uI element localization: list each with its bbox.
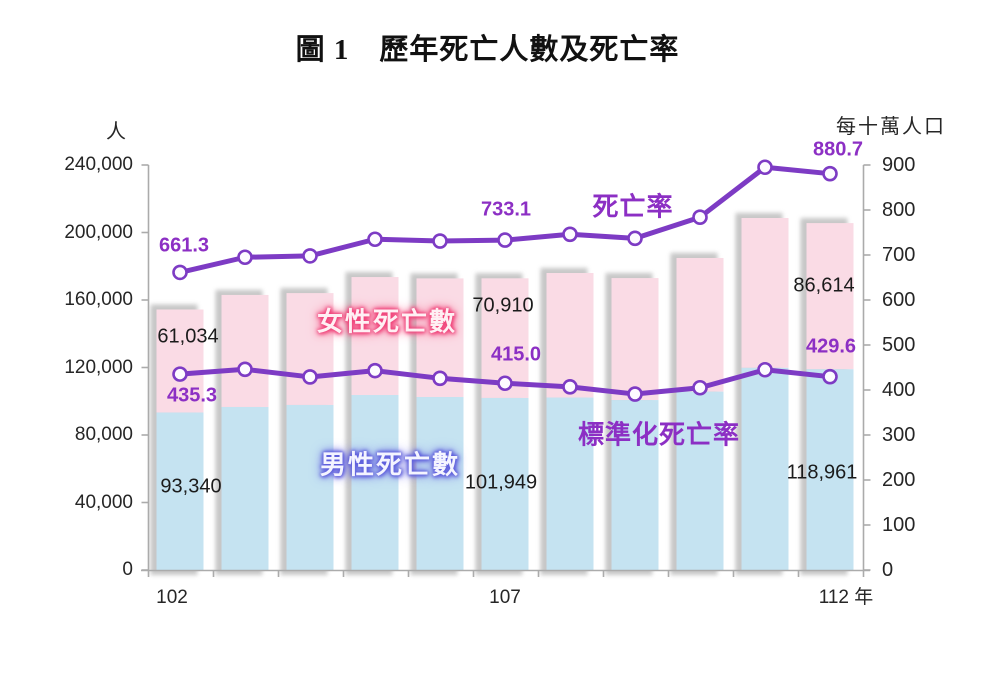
data-label-count: 70,910 — [472, 294, 534, 317]
right-axis-tick-label: 500 — [882, 334, 916, 356]
left-axis-tick-label: 200,000 — [64, 221, 133, 243]
standardized-death-rate-line-marker — [822, 368, 838, 385]
crude-death-rate-line-marker — [562, 226, 578, 243]
right-axis-tick-label: 600 — [882, 289, 916, 311]
left-axis-tick-label: 160,000 — [64, 289, 133, 310]
left-axis-tick-label: 240,000 — [64, 154, 133, 175]
bar-female-deaths — [156, 309, 204, 413]
right-axis-tick-label: 800 — [882, 199, 916, 221]
standardized-death-rate-line-marker — [367, 362, 383, 379]
bar-female-deaths — [221, 294, 269, 407]
right-axis-unit-label: 每十萬人口 — [836, 116, 946, 138]
right-axis-tick-label: 700 — [882, 244, 916, 266]
data-label-rate: 733.1 — [480, 198, 532, 221]
data-label-count: 93,340 — [160, 475, 222, 498]
standardized-death-rate-line-marker — [627, 386, 643, 402]
data-label-female: 女性死亡數 — [316, 306, 458, 337]
standardized-death-rate-line-marker — [497, 375, 513, 392]
bar-male-deaths — [611, 400, 659, 570]
data-label-rate: 415.0 — [490, 343, 542, 366]
standardized-death-rate-line-marker — [237, 361, 253, 378]
data-label-count: 86,614 — [793, 274, 855, 297]
right-axis-tick-label: 400 — [882, 379, 916, 401]
bar-male-deaths — [676, 391, 724, 570]
crude-death-rate-line-marker — [822, 165, 838, 182]
right-axis-tick-label: 900 — [882, 154, 916, 176]
standardized-death-rate-line-marker — [302, 369, 318, 385]
chart-title: 圖 1 歷年死亡人數及死亡率 — [295, 34, 680, 66]
crude-death-rate-line-marker — [367, 231, 383, 248]
x-axis-tick-label: 102 — [156, 587, 188, 608]
left-axis-tick-label: 40,000 — [74, 491, 133, 513]
data-label-rate: 429.6 — [805, 335, 857, 358]
bar-male-deaths — [546, 397, 594, 570]
standardized-death-rate-line-marker — [432, 370, 448, 387]
data-label-count: 61,034 — [157, 325, 219, 348]
left-axis-unit-label: 人 — [106, 121, 128, 143]
bar-male-deaths — [481, 397, 529, 570]
data-label-count: 118,961 — [786, 461, 858, 484]
data-label-rate: 661.3 — [158, 234, 210, 257]
left-axis-tick-label: 80,000 — [74, 424, 133, 445]
bar-female-deaths — [611, 278, 659, 401]
crude-death-rate-line-marker — [627, 230, 643, 247]
crude-death-rate-line-marker — [302, 248, 318, 264]
bar-male-deaths — [741, 367, 789, 570]
right-axis-tick-label: 0 — [882, 559, 894, 581]
bar-female-deaths — [806, 223, 854, 370]
data-label-rate-big: 死亡率 — [592, 191, 674, 222]
standardized-death-rate-line-marker — [692, 379, 708, 396]
data-label-count: 101,949 — [464, 471, 538, 494]
left-axis-tick-label: 0 — [122, 559, 133, 580]
left-axis-tick-label: 120,000 — [64, 356, 133, 378]
bar-male-deaths — [806, 369, 854, 570]
right-axis-tick-label: 200 — [882, 469, 916, 491]
bar-male-deaths — [286, 404, 334, 570]
data-label-rate: 880.7 — [812, 138, 864, 161]
crude-death-rate-line-marker — [432, 233, 448, 249]
bar-male-deaths — [351, 395, 399, 570]
bar-female-deaths — [286, 293, 334, 405]
x-axis-tick-label: 112 年 — [818, 587, 874, 608]
bar-male-deaths — [416, 397, 464, 570]
right-axis-tick-label: 300 — [882, 424, 916, 446]
data-label-male: 男性死亡數 — [319, 449, 461, 480]
crude-death-rate-line-marker — [172, 264, 188, 281]
standardized-death-rate-line-marker — [757, 361, 773, 378]
x-axis-tick-label: 107 — [489, 587, 521, 608]
data-label-rate: 435.3 — [166, 384, 218, 407]
crude-death-rate-line-marker — [237, 249, 253, 266]
bar-female-deaths — [741, 217, 789, 368]
bar-male-deaths — [156, 412, 204, 570]
right-axis-tick-label: 100 — [882, 514, 916, 536]
data-label-rate-big: 標準化死亡率 — [577, 419, 741, 450]
bar-female-deaths — [546, 273, 594, 398]
crude-death-rate-line-marker — [757, 159, 773, 176]
standardized-death-rate-line-marker — [172, 366, 188, 382]
standardized-death-rate-line-marker — [562, 379, 578, 395]
bar-female-deaths — [676, 257, 724, 392]
crude-death-rate-line-marker — [692, 209, 708, 225]
crude-death-rate-line-marker — [497, 232, 513, 248]
bar-male-deaths — [221, 406, 269, 570]
